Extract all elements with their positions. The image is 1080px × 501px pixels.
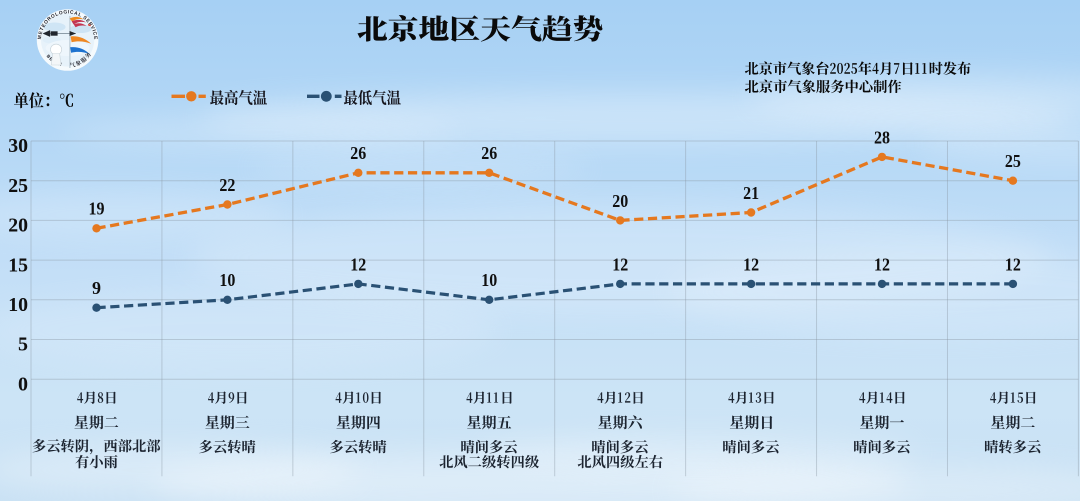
- svg-text:25: 25: [1005, 151, 1021, 171]
- svg-text:5: 5: [18, 334, 28, 356]
- svg-text:26: 26: [481, 143, 497, 163]
- svg-text:28: 28: [874, 127, 890, 147]
- svg-text:30: 30: [8, 135, 28, 157]
- svg-text:12: 12: [874, 254, 890, 274]
- svg-text:26: 26: [350, 143, 366, 163]
- svg-text:22: 22: [219, 175, 235, 195]
- svg-text:10: 10: [481, 270, 497, 290]
- svg-text:21: 21: [743, 183, 759, 203]
- svg-text:10: 10: [219, 270, 235, 290]
- svg-text:20: 20: [612, 191, 628, 211]
- svg-text:12: 12: [743, 254, 759, 274]
- svg-text:12: 12: [612, 254, 628, 274]
- svg-text:12: 12: [1005, 254, 1021, 274]
- svg-text:12: 12: [350, 254, 366, 274]
- svg-text:10: 10: [8, 294, 28, 316]
- svg-text:19: 19: [89, 199, 105, 219]
- svg-text:15: 15: [8, 254, 28, 276]
- svg-text:25: 25: [8, 175, 28, 197]
- svg-text:0: 0: [18, 373, 28, 395]
- svg-text:9: 9: [92, 278, 101, 298]
- svg-text:20: 20: [8, 215, 28, 237]
